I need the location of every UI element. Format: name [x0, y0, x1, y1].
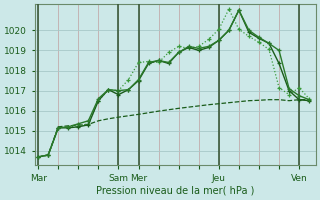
X-axis label: Pression niveau de la mer( hPa ): Pression niveau de la mer( hPa ) [96, 186, 254, 196]
